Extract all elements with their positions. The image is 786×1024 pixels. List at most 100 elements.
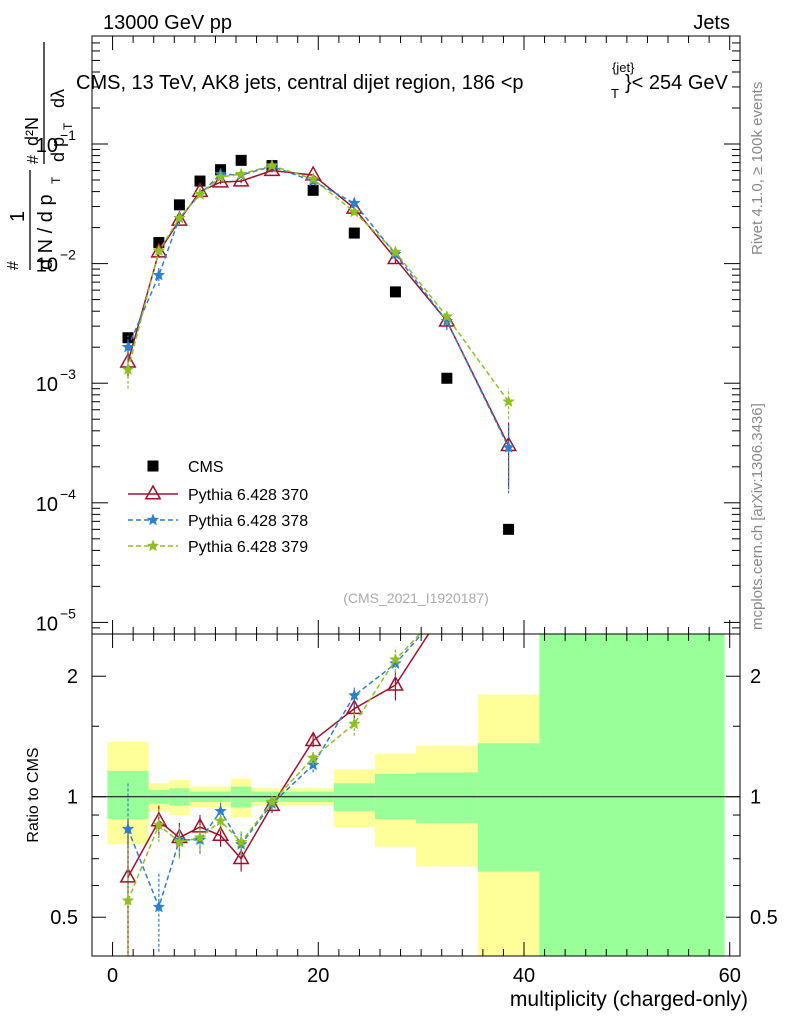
ratio-ylabel: Ratio to CMS [25,747,42,842]
ratio-ytick-label: 1 [67,787,78,809]
main-series-1 [119,161,518,490]
main-ytick-label-base: 10 [36,374,58,396]
ratio-series-2 [121,634,421,956]
ratio-series-2-point [306,751,320,764]
main-ylabel: # 1 d N / d p T # d²N d p T dλ [5,42,75,270]
x-axis-label: multiplicity (charged-only) [510,988,748,1011]
main-series-3-point [234,167,248,180]
main-ytick-label-exp: −5 [60,605,76,621]
ratio-band-green [539,634,725,956]
ratio-series-2-point [214,814,227,827]
mcplots-site-label: mcplots.cern.ch [arXiv:1306.3436] [749,403,766,630]
main-series-3-point [265,158,279,172]
main-ytick-label-base: 10 [36,135,58,157]
main-ytick-label-base: 10 [36,255,58,277]
ratio-series-2-point [173,835,186,848]
legend: CMS Pythia 6.428 370 Pythia 6.428 378 Pythi… [128,459,308,556]
main-series-1-point [170,210,188,226]
plot-title-tail: }< 254 GeV [625,72,729,94]
main-ytick-label-base: 10 [36,613,58,635]
ratio-ytick-label-right: 0.5 [750,907,778,929]
legend-entry-2: Pythia 6.428 378 [128,513,308,530]
ratio-series-1-point [347,688,361,701]
ylabel-frac-num: 1 [7,211,29,222]
legend-label: CMS [188,459,224,476]
main-series-0-point [173,199,185,211]
analysis-watermark: (CMS_2021_I1920187) [343,590,489,606]
header-energy: 13000 GeV pp [103,12,232,34]
ratio-axes: 0 20 40 60 0.5 0.5 1 1 2 2 [50,634,778,987]
main-ytick-label-exp: −1 [60,127,76,143]
main-series-3-point [173,211,186,224]
main-series-2-point [121,340,135,353]
main-series-3-point [440,309,454,323]
ratio-xtick-label: 20 [307,965,329,987]
ratio-xtick-label: 60 [719,965,741,987]
ylabel-frac-num-prefix: # [5,261,22,270]
main-series-3-point [306,172,320,185]
main-series-3-point [389,245,402,258]
legend-label: Pythia 6.428 379 [188,539,308,556]
main-series-layer [119,154,518,535]
main-ytick-label-exp: −4 [60,486,76,502]
ylabel-deriv-den: d p [48,137,68,162]
ratio-ytick-label-right: 2 [750,666,761,688]
main-series-3-point [214,170,227,183]
ratio-plot [92,634,740,956]
legend-entry-1: Pythia 6.428 370 [128,484,308,504]
ratio-ytick-label: 0.5 [50,907,78,929]
main-series-0-point [441,372,453,384]
ylabel-deriv-num-prefix: # [25,155,42,164]
plot-title-main: CMS, 13 TeV, AK8 jets, central dijet reg… [76,72,524,94]
ratio-band-green [477,743,540,872]
main-series-3-point [121,362,135,376]
ratio-series-0-point [304,731,322,747]
ratio-series-1-point [121,822,135,835]
main-series-0-point [307,184,319,196]
main-series-0 [122,154,515,535]
ratio-band-green [333,783,375,812]
main-series-1-point [263,161,281,177]
main-series-0-point [389,286,401,298]
main-series-0-point [194,175,206,187]
legend-entry-0: CMS [147,459,224,476]
ratio-series-2-point [389,652,402,666]
ratio-band-green [416,772,478,823]
main-ytick-label-exp: −3 [60,366,76,382]
ratio-series-2-point [265,795,279,808]
ylabel-frac-den: d N / d p [35,194,57,270]
plot-title-sub: T [611,86,619,101]
main-series-3 [121,158,515,420]
ylabel-deriv-den-tail: dλ [48,89,68,108]
ratio-series-0-point [232,849,250,865]
plot-title: CMS, 13 TeV, AK8 jets, central dijet reg… [76,60,729,101]
ratio-series-0-point [119,867,137,883]
ratio-series-2-line [127,634,421,901]
ratio-clip-layer [92,634,740,956]
ylabel-deriv-num: d²N [22,117,42,146]
main-plot: 10−510−410−310−210−1 [36,35,740,635]
main-ytick-label-base: 10 [36,494,58,516]
ratio-xtick-label: 0 [107,965,118,987]
legend-marker [144,484,162,500]
ratio-series-1-point [152,900,166,913]
main-series-2-point [502,440,515,453]
legend-marker [147,460,159,472]
ratio-xtick-label: 40 [513,965,535,987]
ratio-ytick-label-right: 1 [750,787,761,809]
legend-entry-3: Pythia 6.428 379 [128,539,308,556]
ratio-series-0-point [212,825,230,842]
legend-marker [146,513,160,526]
ylabel-deriv-den-sub: T [61,122,75,130]
legend-marker [146,539,160,552]
main-series-3-point [152,244,166,257]
main-series-3-point [347,205,361,218]
main-series-1-point [212,172,230,188]
plot-title-sup: {jet} [612,60,635,75]
ratio-series-2-point [193,830,207,844]
main-series-2-point [152,268,166,281]
ratio-series-2-point [121,893,135,907]
ratio-series-2-point [347,717,361,730]
main-series-2-line [127,165,510,448]
